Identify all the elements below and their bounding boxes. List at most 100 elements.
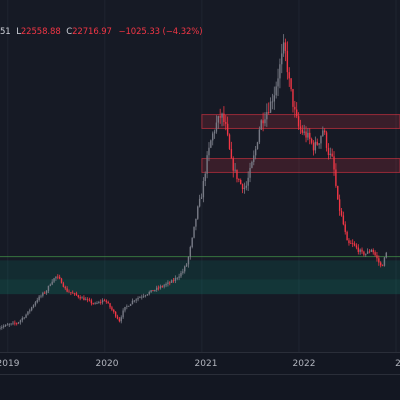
candle-body	[113, 309, 115, 312]
change-value: −1025.33 (−4.32%)	[118, 27, 203, 37]
candle-body	[79, 297, 81, 299]
candle-body	[340, 210, 343, 216]
candle-body	[146, 294, 149, 296]
candle-body	[226, 123, 229, 135]
candle-body	[217, 116, 220, 123]
ohlc-legend: 51 L22558.88 C22716.97 −1025.33 (−4.32%)	[0, 25, 203, 39]
candle-body	[305, 131, 307, 138]
close-value: 22716.97	[72, 27, 112, 37]
candle-body	[374, 252, 376, 256]
candle-body	[228, 134, 231, 149]
candle-body	[38, 296, 40, 301]
time-axis[interactable]: 2019 2020 2021 2022 2	[0, 352, 400, 375]
candle-body	[51, 281, 53, 285]
candle-body	[161, 286, 164, 288]
candle-body	[344, 224, 346, 232]
candle-body	[163, 285, 165, 287]
candle-body	[131, 300, 134, 305]
candle-body	[23, 317, 25, 319]
candle-body	[204, 173, 206, 182]
candle-body	[85, 299, 87, 301]
candle-body	[254, 149, 257, 156]
candle-body	[370, 249, 373, 252]
candle-body	[264, 119, 266, 124]
candle-body	[152, 290, 154, 292]
candle-body	[365, 253, 367, 255]
candle-body	[118, 318, 121, 322]
candle-body	[234, 169, 236, 171]
candle-body	[238, 179, 240, 180]
candle-body	[376, 255, 378, 259]
candle-body	[215, 122, 218, 132]
candle-body	[159, 286, 162, 289]
candle-body	[70, 292, 72, 294]
candle-body	[357, 247, 359, 252]
candle-body	[292, 89, 294, 107]
resistance-zone-1	[201, 158, 400, 173]
candle-body	[141, 296, 143, 298]
candle-body	[350, 243, 352, 244]
candle-body	[86, 299, 89, 301]
candle-body	[251, 161, 253, 168]
candle-body	[210, 140, 212, 148]
candle-body	[10, 323, 12, 325]
candle-body	[19, 320, 22, 323]
candle-body	[307, 132, 309, 138]
candle-body	[2, 326, 5, 328]
candle-body	[107, 301, 109, 304]
candle-body	[379, 262, 382, 266]
candle-body	[105, 300, 108, 302]
candle-body	[202, 181, 205, 198]
candle-body	[4, 324, 7, 327]
candle-body	[129, 304, 132, 306]
candle-body	[273, 95, 276, 102]
candle-body	[320, 136, 322, 144]
candle-body	[329, 153, 331, 155]
x-tick-2019: 2019	[0, 359, 20, 369]
candle-body	[318, 143, 320, 145]
candle-body	[57, 276, 59, 278]
candle-body	[337, 185, 339, 200]
candle-body	[64, 286, 66, 289]
candle-body	[40, 295, 42, 297]
candle-body	[325, 132, 328, 148]
candle-body	[249, 167, 251, 178]
candle-body	[301, 129, 304, 133]
candle-body	[385, 252, 387, 258]
candle-body	[241, 184, 244, 190]
candle-body	[77, 295, 80, 298]
candle-body	[297, 116, 300, 127]
candle-body	[17, 322, 20, 324]
candle-body	[25, 314, 27, 318]
candle-body	[135, 299, 137, 301]
candle-body	[253, 155, 255, 162]
candle-body	[101, 300, 104, 303]
candle-body	[167, 282, 169, 284]
candle-body	[30, 307, 33, 311]
candle-body	[174, 277, 177, 281]
candle-body	[100, 301, 102, 303]
candle-body	[170, 280, 173, 283]
candle-body	[114, 311, 117, 317]
candle-body	[353, 243, 356, 246]
candle-body	[230, 148, 233, 159]
candle-body	[310, 138, 313, 143]
candle-body	[120, 317, 122, 322]
candle-body	[275, 86, 277, 96]
candle-body	[36, 300, 38, 303]
candle-body	[184, 266, 186, 272]
candle-body	[221, 113, 223, 118]
candle-body	[128, 305, 130, 307]
candle-body	[12, 322, 14, 324]
price-plot[interactable]	[0, 0, 400, 352]
candle-body	[198, 198, 201, 207]
candle-body	[206, 155, 208, 174]
candle-body	[90, 300, 93, 304]
candle-body	[245, 185, 248, 188]
candle-body	[363, 251, 365, 255]
candle-body	[53, 278, 55, 282]
candle-body	[331, 153, 333, 157]
candle-body	[45, 290, 48, 293]
candle-body	[34, 302, 37, 306]
